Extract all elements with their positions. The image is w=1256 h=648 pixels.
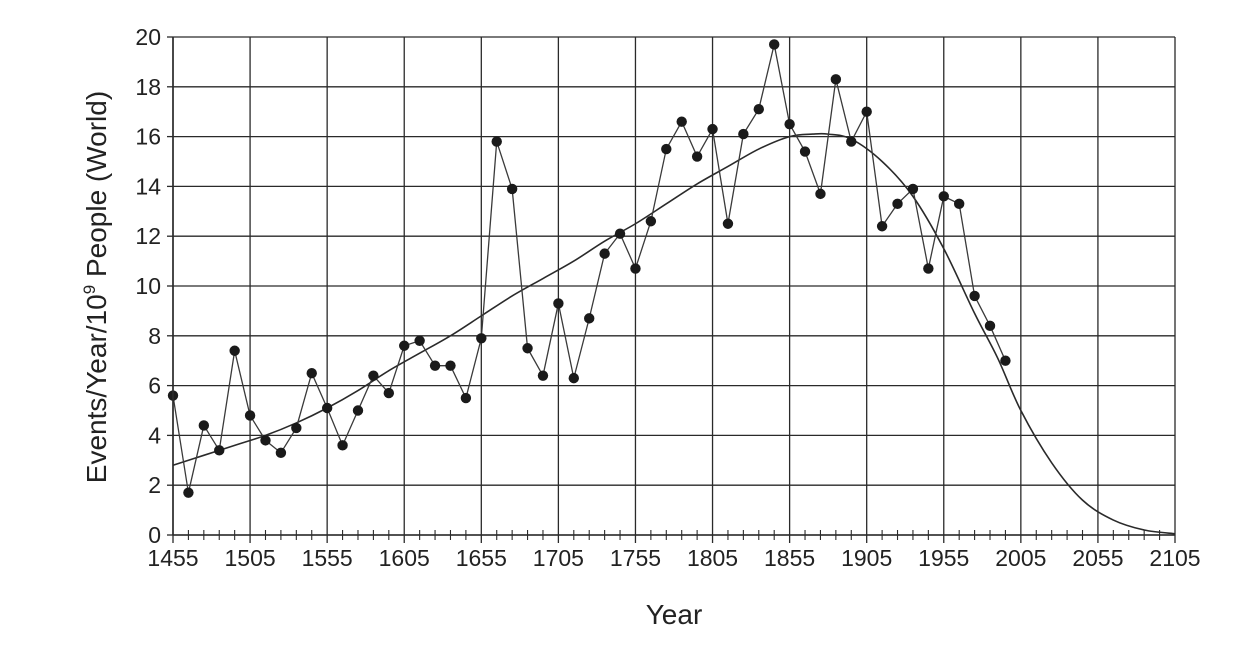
data-point <box>352 405 364 416</box>
data-point <box>260 435 271 446</box>
y-tick-label: 16 <box>135 124 161 150</box>
data-point <box>414 335 425 346</box>
data-point <box>830 74 842 85</box>
data-point <box>429 360 441 371</box>
y-tick-label: 4 <box>148 422 161 448</box>
axes <box>167 36 1176 543</box>
data-point <box>506 183 518 195</box>
data-point <box>784 118 795 130</box>
data-point <box>244 410 256 421</box>
data-point <box>399 340 410 351</box>
data-point <box>537 370 549 381</box>
x-tick-label: 1705 <box>533 545 584 571</box>
data-point <box>815 188 826 200</box>
data-series-layer <box>167 39 1011 498</box>
data-point <box>846 136 857 147</box>
trend-curve-layer <box>172 132 1176 535</box>
x-tick-label: 1955 <box>918 545 969 571</box>
data-point <box>1000 355 1011 366</box>
x-tick-label: 2055 <box>1072 545 1123 571</box>
data-point <box>769 39 780 50</box>
data-point <box>953 198 965 210</box>
data-point <box>938 191 949 202</box>
y-axis-title-tail: People (World) <box>81 91 112 285</box>
y-axis-title: Events/Year/109 People (World) <box>80 91 112 483</box>
x-tick-label: 2005 <box>995 545 1046 571</box>
data-point <box>984 320 996 332</box>
data-point <box>337 440 348 451</box>
data-point <box>753 104 764 115</box>
x-tick-label: 1455 <box>147 545 198 571</box>
data-point <box>614 228 626 239</box>
y-tick-label: 2 <box>148 472 161 498</box>
data-point <box>553 298 564 309</box>
data-point <box>476 333 487 344</box>
data-point <box>907 183 919 195</box>
data-point <box>568 372 579 384</box>
data-point <box>460 392 472 404</box>
data-point <box>183 487 194 498</box>
data-point <box>645 216 657 227</box>
data-point <box>275 447 287 459</box>
x-tick-label: 1605 <box>379 545 430 571</box>
y-tick-label: 6 <box>148 373 161 399</box>
x-tick-label: 1855 <box>764 545 815 571</box>
data-point <box>445 360 456 371</box>
x-tick-label: 1755 <box>610 545 661 571</box>
grid <box>172 36 1176 536</box>
data-point <box>229 345 240 356</box>
data-point <box>306 367 317 379</box>
data-point <box>584 313 595 324</box>
data-point <box>861 106 872 117</box>
data-point <box>923 263 934 274</box>
y-tick-label: 10 <box>135 273 161 299</box>
data-point <box>691 151 703 162</box>
data-point <box>722 218 734 229</box>
data-point <box>491 136 502 147</box>
data-point <box>661 143 672 155</box>
x-tick-label: 1655 <box>456 545 507 571</box>
data-point <box>676 116 687 127</box>
y-tick-label: 14 <box>135 173 161 199</box>
data-point <box>198 420 210 431</box>
x-tick-label: 1505 <box>224 545 275 571</box>
y-tick-label: 8 <box>148 323 161 349</box>
data-point <box>368 370 379 381</box>
x-axis-title: Year <box>646 599 703 630</box>
data-point <box>738 128 749 140</box>
x-tick-label: 1905 <box>841 545 892 571</box>
data-point <box>383 387 395 399</box>
data-point <box>707 123 718 135</box>
y-axis-title-main: Events/Year/10 <box>81 294 112 483</box>
y-tick-label: 20 <box>135 24 161 50</box>
data-point <box>876 221 888 232</box>
data-point <box>799 146 811 157</box>
data-point <box>321 402 333 414</box>
tick-labels: 0 2 4 6 8 10 12 14 16 18 20 1455 1505 1555 1605 1655 170… <box>135 24 1200 571</box>
data-point <box>969 290 980 302</box>
data-point <box>522 343 533 354</box>
data-point <box>214 445 225 456</box>
x-tick-label: 1805 <box>687 545 738 571</box>
x-tick-label: 2105 <box>1149 545 1200 571</box>
data-point <box>291 422 302 434</box>
data-point <box>599 248 610 259</box>
trend-curve <box>172 132 1176 535</box>
data-point <box>892 198 903 210</box>
y-tick-label: 18 <box>135 74 161 100</box>
x-tick-label: 1555 <box>302 545 353 571</box>
y-axis-title-sup: 9 <box>80 285 99 294</box>
y-tick-label: 0 <box>148 522 161 548</box>
data-point <box>630 263 641 274</box>
y-tick-label: 12 <box>135 223 161 249</box>
